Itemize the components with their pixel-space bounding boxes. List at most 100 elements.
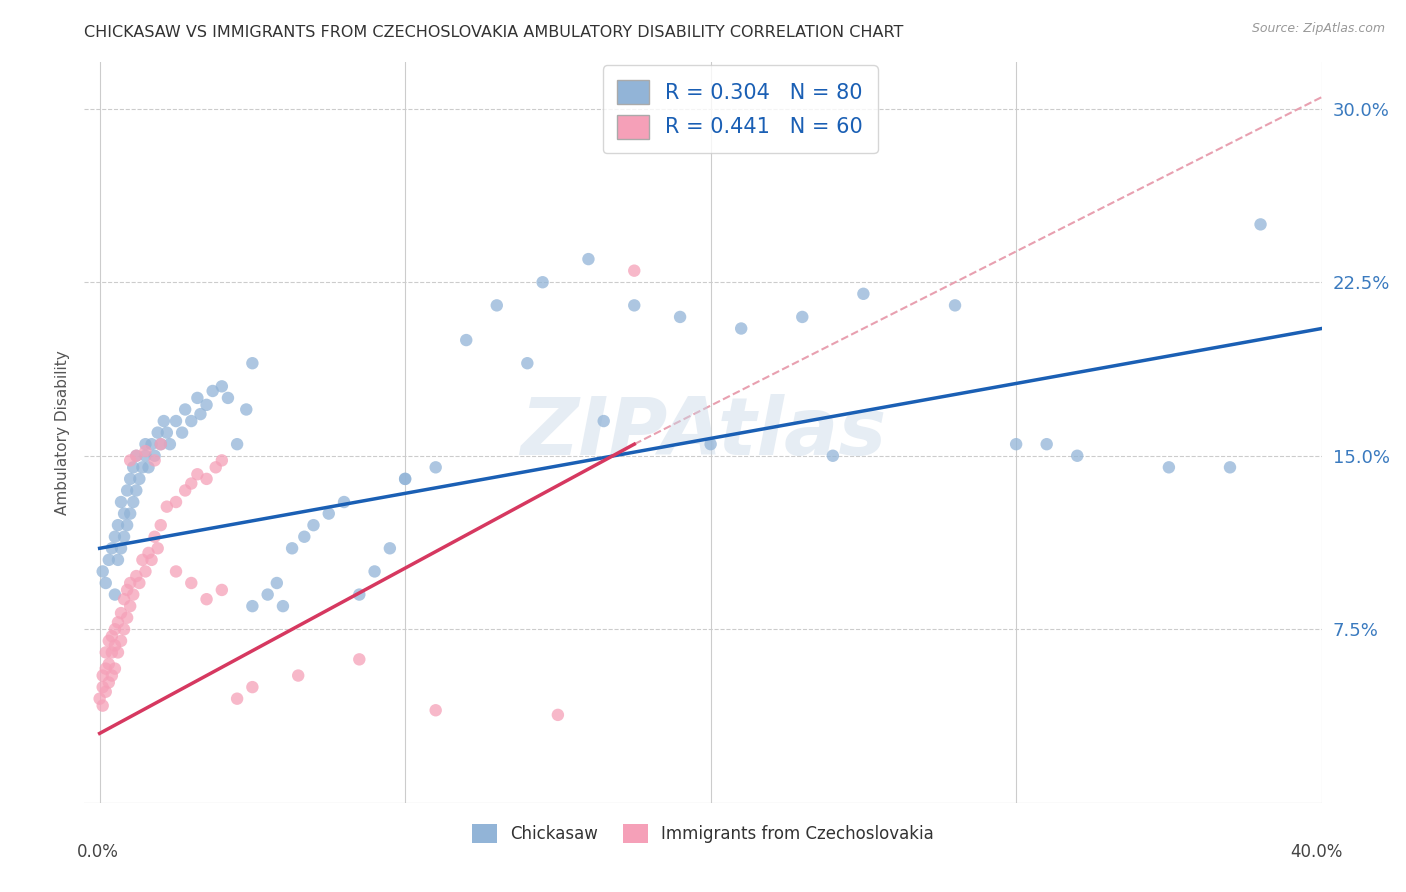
Point <box>107 615 129 630</box>
Point <box>165 414 187 428</box>
Point <box>235 402 257 417</box>
Point <box>180 576 202 591</box>
Point <box>578 252 600 266</box>
Point <box>302 518 325 533</box>
Point <box>1250 218 1272 232</box>
Point <box>91 668 114 682</box>
Point <box>112 530 135 544</box>
Point <box>120 453 142 467</box>
Point <box>107 553 129 567</box>
Point <box>120 599 142 614</box>
Point <box>211 582 233 597</box>
Point <box>104 662 127 676</box>
Point <box>180 476 202 491</box>
Text: 40.0%: 40.0% <box>1291 843 1343 861</box>
Point <box>204 460 226 475</box>
Point <box>201 384 224 398</box>
Text: 0.0%: 0.0% <box>77 843 120 861</box>
Text: ZIPAtlas: ZIPAtlas <box>520 393 886 472</box>
Point <box>1066 449 1088 463</box>
Point <box>138 460 160 475</box>
Point <box>623 298 645 312</box>
Point <box>134 565 156 579</box>
Point <box>1005 437 1028 451</box>
Point <box>125 483 148 498</box>
Point <box>485 298 508 312</box>
Point <box>669 310 692 324</box>
Point <box>94 662 117 676</box>
Point <box>623 263 645 277</box>
Y-axis label: Ambulatory Disability: Ambulatory Disability <box>55 351 70 515</box>
Point <box>131 460 153 475</box>
Point <box>394 472 416 486</box>
Point <box>131 553 153 567</box>
Point <box>1219 460 1241 475</box>
Point <box>211 453 233 467</box>
Point <box>516 356 538 370</box>
Point <box>149 437 172 451</box>
Point <box>97 553 120 567</box>
Point <box>97 657 120 671</box>
Point <box>174 402 197 417</box>
Point <box>699 437 721 451</box>
Point <box>104 588 127 602</box>
Point <box>110 495 132 509</box>
Point <box>195 472 218 486</box>
Point <box>349 652 371 666</box>
Point <box>146 425 169 440</box>
Point <box>128 472 150 486</box>
Point <box>547 707 569 722</box>
Point <box>91 698 114 713</box>
Point <box>156 425 179 440</box>
Point <box>104 622 127 636</box>
Point <box>128 576 150 591</box>
Point <box>363 565 385 579</box>
Point <box>149 437 172 451</box>
Point <box>125 449 148 463</box>
Point <box>104 639 127 653</box>
Point <box>134 437 156 451</box>
Point <box>792 310 814 324</box>
Point <box>242 599 264 614</box>
Point <box>592 414 614 428</box>
Point <box>190 407 212 421</box>
Point <box>115 483 138 498</box>
Point <box>101 541 124 556</box>
Text: CHICKASAW VS IMMIGRANTS FROM CZECHOSLOVAKIA AMBULATORY DISABILITY CORRELATION CH: CHICKASAW VS IMMIGRANTS FROM CZECHOSLOVA… <box>84 26 904 40</box>
Point <box>146 541 169 556</box>
Point <box>165 565 187 579</box>
Point <box>531 275 554 289</box>
Point <box>143 449 166 463</box>
Point <box>138 546 160 560</box>
Point <box>122 588 145 602</box>
Point <box>333 495 356 509</box>
Point <box>256 588 278 602</box>
Point <box>292 530 315 544</box>
Point <box>115 582 138 597</box>
Point <box>120 507 142 521</box>
Point <box>110 606 132 620</box>
Point <box>821 449 844 463</box>
Point <box>112 507 135 521</box>
Point <box>115 518 138 533</box>
Point <box>195 398 218 412</box>
Point <box>172 425 194 440</box>
Point <box>186 391 208 405</box>
Point <box>91 680 114 694</box>
Point <box>456 333 478 347</box>
Point <box>242 356 264 370</box>
Point <box>110 541 132 556</box>
Point <box>287 668 309 682</box>
Point <box>852 286 875 301</box>
Point <box>107 645 129 659</box>
Point <box>159 437 181 451</box>
Point <box>104 530 127 544</box>
Point <box>174 483 197 498</box>
Point <box>217 391 239 405</box>
Point <box>281 541 304 556</box>
Point <box>107 518 129 533</box>
Point <box>165 495 187 509</box>
Point <box>115 610 138 624</box>
Point <box>94 576 117 591</box>
Point <box>125 449 148 463</box>
